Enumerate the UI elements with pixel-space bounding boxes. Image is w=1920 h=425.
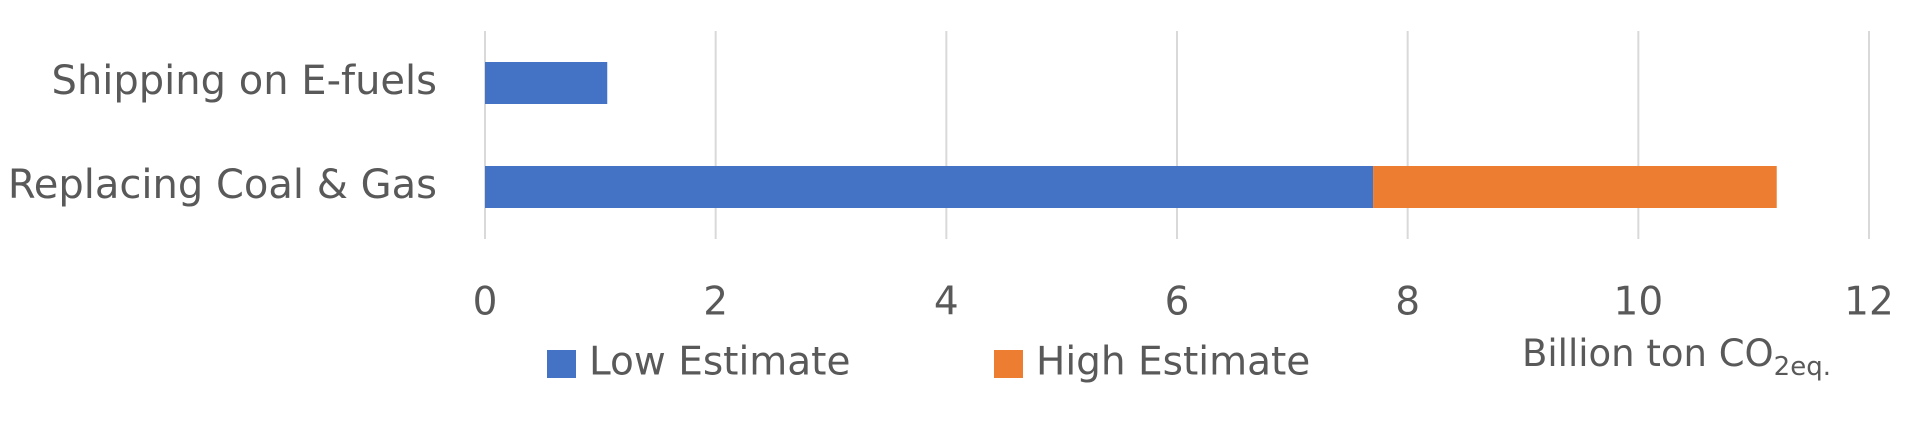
legend-swatch [994, 350, 1023, 378]
x-tick-label: 10 [1614, 280, 1664, 325]
x-tick-label: 2 [703, 280, 728, 325]
x-tick-label: 8 [1395, 280, 1420, 325]
x-tick-label: 4 [934, 280, 959, 325]
x-tick-label: 12 [1844, 280, 1894, 325]
y-tick-label: Replacing Coal & Gas [8, 162, 437, 208]
bar-segment [485, 62, 608, 104]
bar-segment [1373, 166, 1777, 208]
y-tick-label: Shipping on E-fuels [52, 58, 437, 104]
legend-label: Low Estimate [589, 340, 850, 385]
x-tick-label: 0 [473, 280, 498, 325]
legend-label: High Estimate [1036, 340, 1310, 385]
legend-swatch [547, 350, 576, 378]
bar-segment [485, 166, 1374, 208]
x-tick-label: 6 [1165, 280, 1190, 325]
x-axis-label: Billion ton CO2eq. [1522, 332, 1831, 382]
